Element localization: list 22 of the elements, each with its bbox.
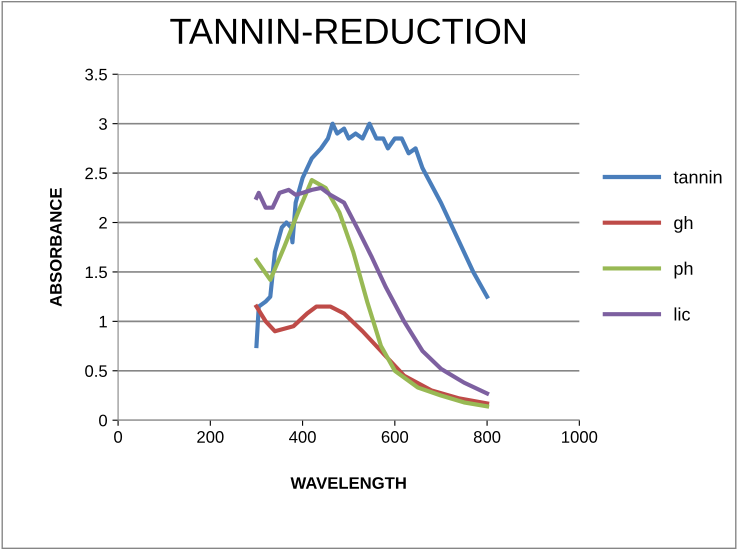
y-tick-label: 3 bbox=[99, 118, 107, 130]
chart-title: TANNIN-REDUCTION bbox=[170, 18, 525, 44]
y-tick-label: 0.5 bbox=[85, 365, 107, 377]
x-tick-label: 400 bbox=[289, 431, 316, 443]
legend-label: ph bbox=[674, 262, 692, 278]
legend-label: lic bbox=[674, 307, 690, 321]
x-axis-title: WAVELENGTH bbox=[290, 477, 406, 489]
x-tick-label: 200 bbox=[197, 431, 224, 443]
line-series bbox=[254, 122, 490, 348]
x-tick-label: 600 bbox=[382, 431, 408, 443]
x-tick-label: 0 bbox=[114, 431, 122, 443]
legend-label: tannin bbox=[674, 170, 722, 184]
legend-label: gh bbox=[674, 216, 692, 233]
x-tick-label: 800 bbox=[474, 431, 500, 443]
y-tick-label: 1 bbox=[100, 316, 107, 328]
y-tick-label: 2.5 bbox=[85, 167, 107, 180]
x-tick-label: 1000 bbox=[562, 431, 598, 443]
y-tick-label: 2 bbox=[99, 216, 107, 229]
y-tick-label: 1.5 bbox=[86, 266, 107, 278]
y-tick-label: 3.5 bbox=[85, 68, 107, 80]
y-tick-label: 0 bbox=[99, 414, 108, 426]
y-axis-title: ABSORBANCE bbox=[50, 188, 62, 307]
